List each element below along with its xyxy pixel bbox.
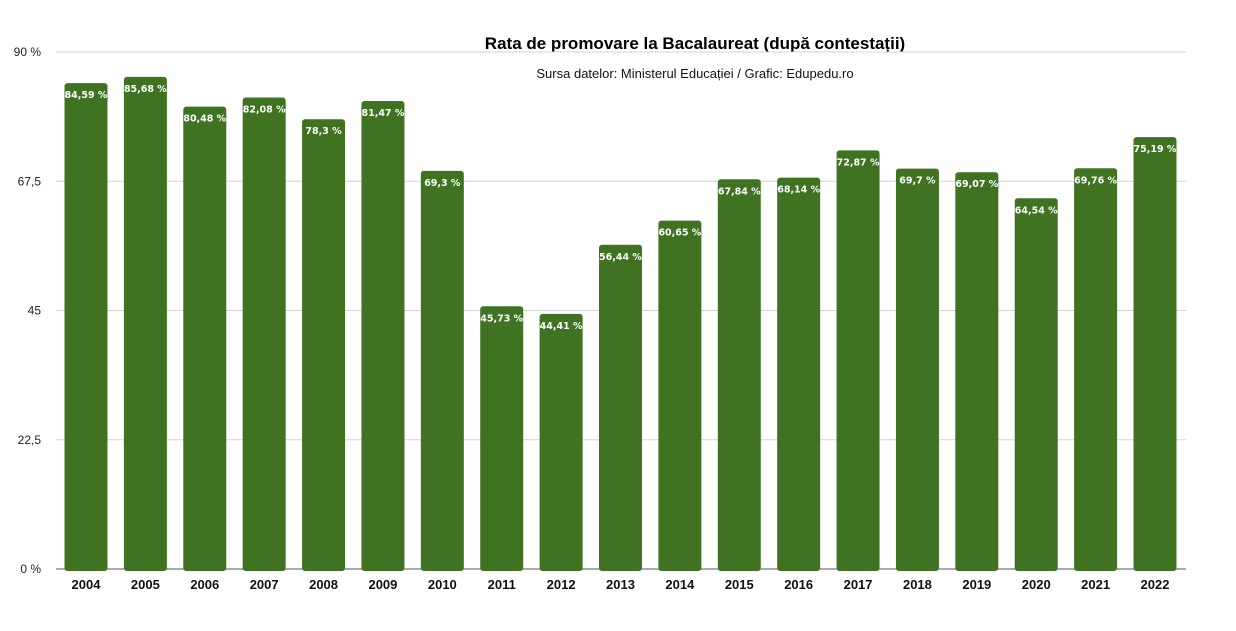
x-tick-label: 2021 [1081, 577, 1110, 592]
data-label: 68,14 % [777, 185, 820, 196]
x-tick-label: 2017 [844, 577, 873, 592]
data-label: 84,59 % [65, 90, 108, 101]
bar [242, 97, 286, 571]
bar [777, 177, 821, 572]
data-label: 45,73 % [480, 313, 523, 324]
data-label: 85,68 % [124, 84, 167, 95]
data-label: 67,84 % [718, 186, 761, 197]
bar [599, 244, 642, 571]
bar [1074, 168, 1118, 571]
x-axis-ticks: 2004 2005 2006 2007 2008 2009 2010 2011 2012 2013… [72, 577, 1170, 592]
y-axis-ticks: 0 % 22,5 45 67,5 90 % [14, 45, 42, 576]
x-tick-label: 2015 [725, 577, 754, 592]
x-tick-label: 2012 [547, 577, 576, 592]
x-tick-label: 2009 [368, 577, 397, 592]
y-tick-label: 0 % [20, 562, 41, 576]
x-tick-label: 2011 [488, 577, 516, 592]
data-label: 82,08 % [243, 104, 286, 115]
x-tick-label: 2016 [784, 577, 813, 592]
data-label: 80,48 % [183, 114, 226, 125]
data-label: 64,54 % [1015, 205, 1058, 216]
x-tick-label: 2010 [428, 577, 457, 592]
x-tick-label: 2006 [190, 577, 219, 592]
data-label: 69,76 % [1074, 175, 1117, 186]
data-labels: 84,59 % 85,68 % 80,48 % 82,08 % 78,3 % 81,47 … [65, 84, 1177, 332]
x-tick-label: 2020 [1022, 577, 1051, 592]
y-tick-label: 45 [28, 304, 42, 318]
data-label: 60,65 % [658, 228, 701, 239]
bar [361, 101, 405, 571]
data-label: 69,7 % [899, 176, 936, 187]
bar [836, 150, 880, 571]
bar [539, 313, 583, 571]
bar [480, 306, 524, 571]
bar [1133, 137, 1177, 571]
x-tick-label: 2004 [72, 577, 102, 592]
x-tick-label: 2019 [962, 577, 991, 592]
chart-subtitle: Sursa datelor: Ministerul Educației / Gr… [536, 66, 853, 81]
bar [895, 168, 939, 571]
bar [658, 220, 702, 572]
data-label: 72,87 % [837, 157, 880, 168]
x-tick-label: 2008 [309, 577, 338, 592]
chart-title: Rata de promovare la Bacalaureat (după c… [485, 34, 905, 53]
bars [64, 76, 1177, 572]
x-tick-label: 2022 [1141, 577, 1170, 592]
x-tick-label: 2014 [665, 577, 695, 592]
data-label: 69,07 % [955, 179, 998, 190]
bar [64, 83, 108, 571]
data-label: 81,47 % [361, 108, 404, 119]
bar [717, 179, 761, 572]
data-label: 56,44 % [599, 252, 642, 263]
x-tick-label: 2007 [250, 577, 279, 592]
bar [302, 119, 346, 572]
bar [420, 170, 464, 571]
x-tick-label: 2018 [903, 577, 932, 592]
bar [1014, 198, 1058, 572]
data-label: 78,3 % [305, 126, 342, 137]
bar [183, 106, 227, 572]
data-label: 69,3 % [424, 178, 461, 189]
data-label: 75,19 % [1134, 144, 1177, 155]
y-tick-label: 67,5 [18, 174, 42, 188]
x-tick-label: 2013 [606, 577, 635, 592]
bar [123, 76, 167, 571]
data-label: 44,41 % [540, 321, 583, 332]
bar [955, 172, 999, 572]
x-tick-label: 2005 [131, 577, 160, 592]
y-tick-label: 22,5 [18, 433, 42, 447]
y-tick-label: 90 % [14, 45, 42, 59]
